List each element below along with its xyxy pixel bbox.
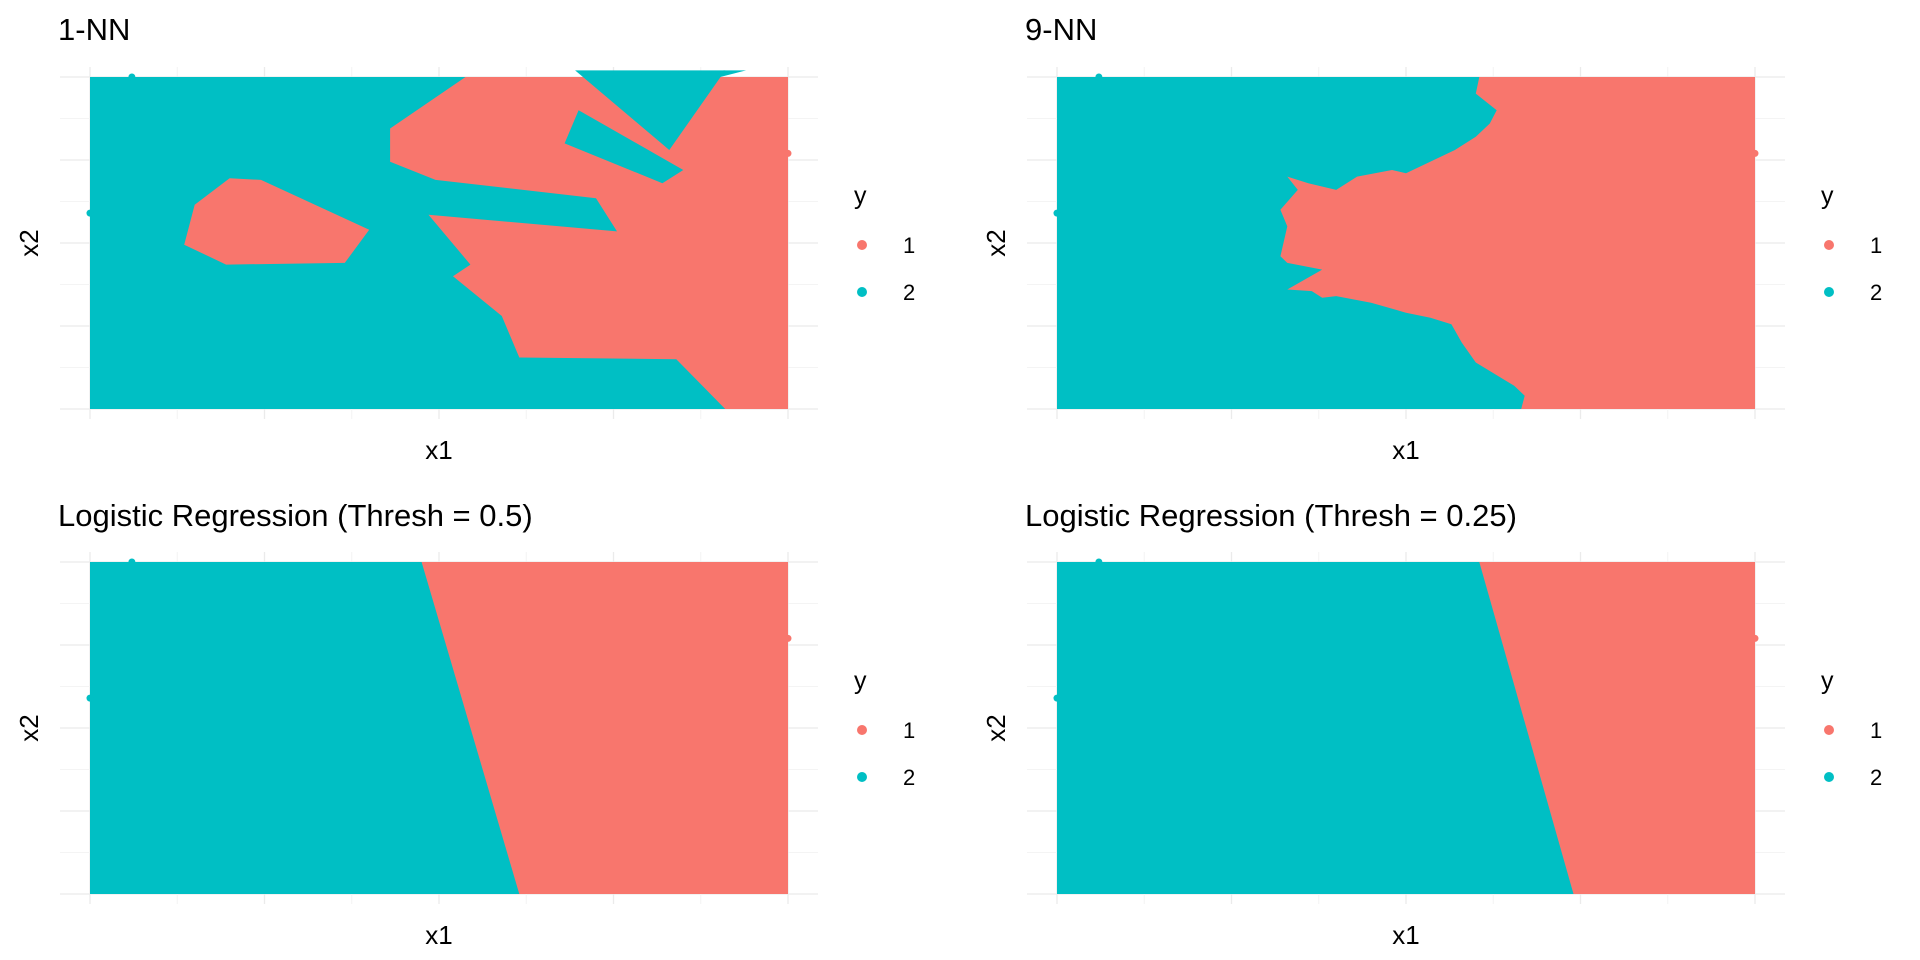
decision-region-class-2 (592, 70, 726, 150)
legend: y 1 2 (1821, 182, 1882, 305)
decision-region-class-1 (421, 562, 788, 894)
data-point-class-1 (784, 149, 792, 157)
data-point-class-1 (1751, 149, 1759, 157)
y-axis-label: x2 (981, 714, 1011, 741)
legend-key-class-1 (1824, 240, 1834, 250)
data-point-class-2 (86, 694, 94, 702)
legend: y 1 2 (854, 667, 915, 790)
y-axis-label: x2 (14, 229, 44, 256)
data-point-class-2 (1053, 209, 1061, 217)
y-axis-label: x2 (14, 714, 44, 741)
data-point-class-2 (1095, 558, 1103, 566)
legend-key-class-2 (857, 772, 867, 782)
chart-panel-4: Logistic Regression (Thresh = 0.25) x1 x2 y… (981, 498, 1882, 950)
legend-label-class-1: 1 (1870, 718, 1882, 743)
legend-key-class-1 (857, 240, 867, 250)
legend-label-class-2: 2 (1870, 765, 1882, 790)
legend-title: y (1821, 667, 1834, 695)
x-axis-label: x1 (425, 920, 452, 950)
data-point-class-2 (1095, 73, 1103, 81)
data-point-class-1 (784, 634, 792, 642)
chart-panel-1: 1-NN x1 x2 y 1 2 (14, 12, 915, 465)
data-point-class-2 (128, 558, 136, 566)
decision-region-class-1 (1479, 562, 1755, 894)
legend-label-class-2: 2 (1870, 280, 1882, 305)
legend-title: y (854, 667, 867, 695)
legend-key-class-2 (857, 287, 867, 297)
data-point-class-2 (1053, 694, 1061, 702)
legend-label-class-1: 1 (903, 718, 915, 743)
decision-region-class-1 (390, 77, 788, 409)
x-axis-label: x1 (1392, 920, 1419, 950)
y-axis-label: x2 (981, 229, 1011, 256)
legend-label-class-2: 2 (903, 765, 915, 790)
legend-key-class-1 (857, 725, 867, 735)
x-axis-label: x1 (1392, 435, 1419, 465)
decision-region-class-2 (564, 110, 684, 184)
legend-key-class-1 (1824, 725, 1834, 735)
chart-panel-2: 9-NN x1 x2 y 1 2 (981, 12, 1882, 465)
chart-title: 9-NN (1025, 12, 1097, 47)
legend-label-class-2: 2 (903, 280, 915, 305)
chart-title: Logistic Regression (Thresh = 0.25) (1025, 498, 1517, 533)
legend-key-class-2 (1824, 287, 1834, 297)
x-axis-label: x1 (425, 435, 452, 465)
data-point-class-2 (128, 73, 136, 81)
decision-region-class-1 (184, 178, 370, 265)
legend-title: y (1821, 182, 1834, 210)
legend-key-class-2 (1824, 772, 1834, 782)
legend-label-class-1: 1 (1870, 233, 1882, 258)
data-point-class-1 (1751, 634, 1759, 642)
legend-title: y (854, 182, 867, 210)
chart-panel-3: Logistic Regression (Thresh = 0.5) x1 x2 y 1… (14, 498, 915, 950)
legend: y 1 2 (854, 182, 915, 305)
chart-title: 1-NN (58, 12, 130, 47)
data-point-class-2 (86, 209, 94, 217)
legend: y 1 2 (1821, 667, 1882, 790)
decision-region-class-1 (1280, 77, 1755, 409)
chart-title: Logistic Regression (Thresh = 0.5) (58, 498, 533, 533)
legend-label-class-1: 1 (903, 233, 915, 258)
